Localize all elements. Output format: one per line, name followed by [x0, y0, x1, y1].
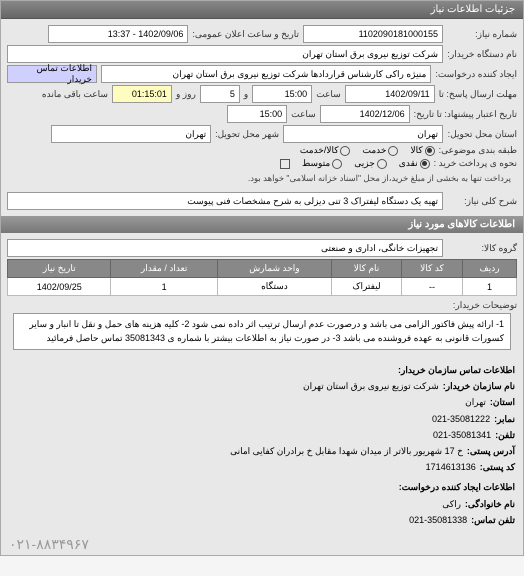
td-5: 1402/09/25: [8, 278, 111, 296]
th-0: ردیف: [462, 260, 516, 278]
radio-medium[interactable]: متوسط: [302, 158, 342, 169]
delivery-city-field: تهران: [51, 125, 211, 143]
th-5: تاریخ نیاز: [8, 260, 111, 278]
buyer-contact-button[interactable]: اطلاعات تماس خریدار: [7, 65, 97, 83]
deadline-date-field: 1402/09/11: [345, 85, 435, 103]
radio-goods[interactable]: کالا: [410, 145, 434, 156]
valid-time-field: 15:00: [227, 105, 287, 123]
radio-partial[interactable]: جزیی: [354, 158, 387, 169]
req-num-label: شماره نیاز:: [447, 29, 517, 40]
post-val: 1714613136: [426, 459, 476, 475]
td-4: 1: [111, 278, 217, 296]
org-val: شرکت توزیع نیروی برق استان تهران: [303, 378, 439, 394]
province-label: استان:: [490, 394, 515, 410]
contact-tel-label: تلفن تماس:: [471, 512, 515, 528]
td-3: دستگاه: [217, 278, 331, 296]
announce-label: تاریخ و ساعت اعلان عمومی:: [192, 29, 299, 40]
budget-type-label: طبقه بندی موضوعی:: [439, 145, 517, 156]
th-2: نام کالا: [332, 260, 402, 278]
radio-service[interactable]: خدمت: [362, 145, 398, 156]
req-creator-title: اطلاعات ایجاد کننده درخواست:: [399, 479, 515, 495]
goods-section-header: اطلاعات کالاهای مورد نیاز: [1, 216, 523, 233]
contact-tel-val: 021-35081338: [409, 512, 467, 528]
td-2: لیفتراک: [332, 278, 402, 296]
province-val: تهران: [465, 394, 486, 410]
family-val: راکی: [442, 496, 461, 512]
post-label: کد پستی:: [480, 459, 515, 475]
footer-phone: ۰۲۱-۸۸۳۴۹۶۷: [1, 534, 523, 555]
desc-field: تهیه یک دستگاه لیفتراک 3 تنی دیزلی به شر…: [7, 192, 443, 210]
creator-field: منیژه راکی کارشناس قراردادها شرکت توزیع …: [101, 65, 431, 83]
days-field: 5: [200, 85, 240, 103]
deadline-time-field: 15:00: [252, 85, 312, 103]
and-label: و: [244, 89, 248, 100]
checkbox-pay[interactable]: [280, 159, 290, 169]
table-row: 1 -- لیفتراک دستگاه 1 1402/09/25: [8, 278, 517, 296]
radio-cash2[interactable]: نقدی: [399, 158, 430, 169]
fax-label: نمابر:: [494, 411, 515, 427]
remaining-field: 01:15:01: [112, 85, 172, 103]
th-4: تعداد / مقدار: [111, 260, 217, 278]
buyer-device-label: نام دستگاه خریدار:: [447, 49, 517, 60]
goods-table: ردیف کد کالا نام کالا واحد شمارش تعداد /…: [7, 259, 517, 296]
td-1: --: [402, 278, 463, 296]
fax-val: 021-35081222: [432, 411, 490, 427]
buyer-desc-label: توضیحات خریدار:: [447, 300, 517, 311]
th-1: کد کالا: [402, 260, 463, 278]
pay-note: پرداخت تنها به بخشی از مبلغ خرید،از محل …: [7, 171, 517, 186]
contact-title: اطلاعات تماس سازمان خریدار:: [398, 362, 515, 378]
panel-header: جزئیات اطلاعات نیاز: [1, 1, 523, 19]
org-label: نام سازمان خریدار:: [443, 378, 515, 394]
valid-date-field: 1402/12/06: [320, 105, 410, 123]
tel-label: تلفن:: [495, 427, 515, 443]
desc-label: شرح کلی نیاز:: [447, 196, 517, 207]
creator-label: ایجاد کننده درخواست:: [435, 69, 517, 80]
family-label: نام خانوادگی:: [465, 496, 515, 512]
tel-val: 021-35081341: [433, 427, 491, 443]
time-label-1: ساعت: [316, 89, 341, 100]
group-field: تجهیزات خانگی، اداری و صنعتی: [7, 239, 443, 257]
td-0: 1: [462, 278, 516, 296]
announce-field: 1402/09/06 - 13:37: [48, 25, 188, 43]
budget-radio-group: کالا خدمت کالا/خدمت: [300, 145, 435, 156]
buyer-device-field: شرکت توزیع نیروی برق استان تهران: [7, 45, 443, 63]
day-label: روز و: [176, 89, 196, 100]
payment-type-label: نحوه ی پرداخت خرید :: [434, 158, 517, 169]
req-num-field: 1102090181000155: [303, 25, 443, 43]
delivery-state-field: تهران: [283, 125, 443, 143]
time-label-2: ساعت: [291, 109, 316, 120]
payment-radio-group: نقدی جزیی متوسط: [280, 158, 430, 169]
delivery-city-label: شهر محل تحویل:: [215, 129, 279, 140]
group-label: گروه کالا:: [447, 243, 517, 254]
deadline-label: مهلت ارسال پاسخ: تا: [439, 89, 517, 100]
th-3: واحد شمارش: [217, 260, 331, 278]
valid-from-label: تاریخ اعتبار پیشنهاد: تا تاریخ:: [414, 109, 517, 120]
buyer-desc-box: 1- ارائه پیش فاکتور الزامی می باشد و درص…: [13, 313, 511, 350]
addr-label: آدرس پستی:: [467, 443, 515, 459]
delivery-state-label: استان محل تحویل:: [447, 129, 517, 140]
addr-val: خ 17 شهریور بالاتر از میدان شهدا مقابل خ…: [230, 443, 463, 459]
radio-cash[interactable]: کالا/خدمت: [300, 145, 351, 156]
remaining-label: ساعت باقی مانده: [42, 89, 108, 100]
